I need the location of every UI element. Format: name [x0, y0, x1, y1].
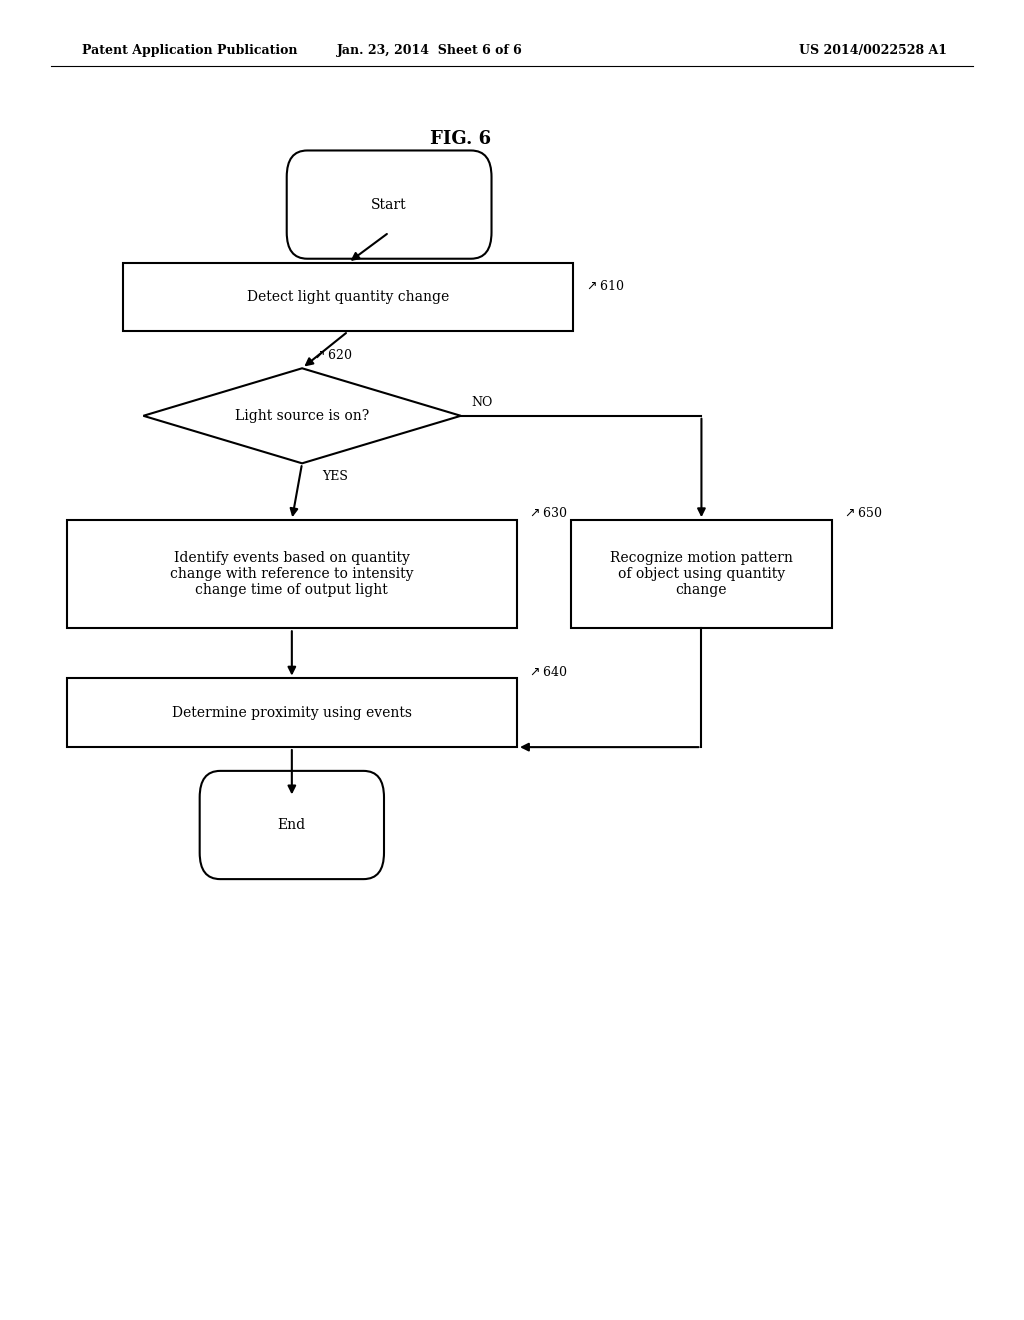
FancyBboxPatch shape	[200, 771, 384, 879]
Text: Determine proximity using events: Determine proximity using events	[172, 706, 412, 719]
FancyBboxPatch shape	[571, 520, 833, 628]
Text: Patent Application Publication: Patent Application Publication	[82, 44, 297, 57]
Text: Jan. 23, 2014  Sheet 6 of 6: Jan. 23, 2014 Sheet 6 of 6	[337, 44, 523, 57]
Polygon shape	[143, 368, 461, 463]
Text: NO: NO	[471, 396, 493, 409]
FancyBboxPatch shape	[123, 263, 573, 331]
Text: YES: YES	[323, 470, 348, 483]
FancyBboxPatch shape	[67, 678, 517, 747]
Text: $\nearrow$650: $\nearrow$650	[842, 507, 883, 520]
Text: End: End	[278, 818, 306, 832]
Text: FIG. 6: FIG. 6	[430, 129, 492, 148]
Text: Identify events based on quantity
change with reference to intensity
change time: Identify events based on quantity change…	[170, 550, 414, 598]
Text: $\nearrow$630: $\nearrow$630	[527, 507, 567, 520]
Text: $\nearrow$620: $\nearrow$620	[312, 348, 352, 362]
Text: $\nearrow$640: $\nearrow$640	[527, 665, 567, 678]
Text: Start: Start	[372, 198, 407, 211]
Text: $\nearrow$610: $\nearrow$610	[584, 280, 624, 293]
Text: US 2014/0022528 A1: US 2014/0022528 A1	[799, 44, 947, 57]
FancyBboxPatch shape	[67, 520, 517, 628]
Text: Recognize motion pattern
of object using quantity
change: Recognize motion pattern of object using…	[610, 550, 793, 598]
FancyBboxPatch shape	[287, 150, 492, 259]
Text: Detect light quantity change: Detect light quantity change	[247, 290, 450, 304]
Text: Light source is on?: Light source is on?	[234, 409, 370, 422]
